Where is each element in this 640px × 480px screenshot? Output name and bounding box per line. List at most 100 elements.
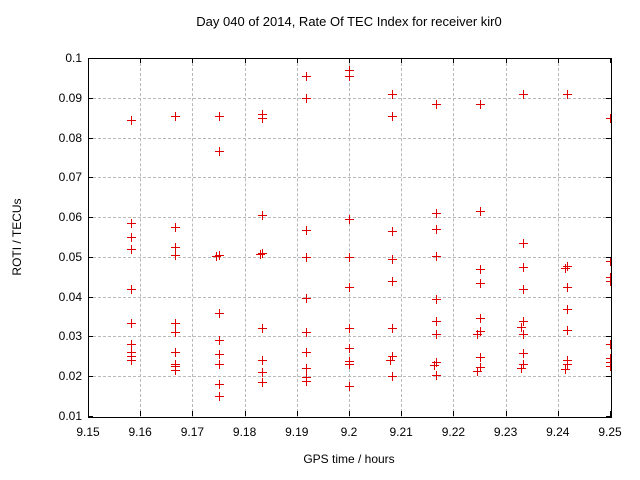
- axis-tick: [557, 411, 559, 416]
- data-point-marker: [606, 340, 611, 350]
- data-point-marker: [388, 111, 398, 121]
- data-point-marker: [301, 364, 311, 374]
- axis-tick: [606, 217, 611, 219]
- x-tick-label: 9.25: [598, 425, 622, 439]
- x-tick-label: 9.24: [546, 425, 570, 439]
- data-point-marker: [345, 343, 354, 353]
- data-point-marker: [127, 115, 137, 125]
- y-tick-label: 0.03: [58, 329, 82, 344]
- data-point-marker: [127, 233, 137, 242]
- data-point-marker: [127, 284, 137, 294]
- axis-tick: [244, 411, 246, 416]
- data-point-marker: [432, 371, 442, 381]
- data-point-marker: [518, 360, 528, 370]
- data-point-marker: [345, 252, 354, 262]
- data-point-marker: [257, 113, 267, 123]
- data-point-marker: [345, 65, 354, 75]
- axis-tick: [606, 336, 611, 338]
- data-point-marker: [345, 215, 354, 225]
- horizontal-gridline: [88, 177, 611, 179]
- y-tick-label: 0.08: [58, 130, 82, 145]
- data-point-marker: [475, 363, 485, 373]
- data-point-marker: [214, 392, 224, 402]
- data-point-marker: [388, 254, 398, 264]
- data-point-marker: [257, 211, 267, 221]
- axis-tick: [610, 411, 611, 416]
- data-point-marker: [301, 93, 311, 103]
- data-point-marker: [475, 99, 485, 109]
- y-tick-label: 0.04: [58, 289, 82, 304]
- x-tick-label: 9.19: [285, 425, 309, 439]
- axis-tick: [606, 97, 611, 99]
- data-point-marker: [171, 366, 181, 376]
- axis-tick: [140, 411, 142, 416]
- data-point-marker: [255, 249, 265, 259]
- data-point-marker: [257, 378, 267, 388]
- axis-tick: [88, 217, 93, 219]
- data-point-marker: [518, 262, 528, 272]
- axis-tick: [606, 177, 611, 179]
- data-point-marker: [562, 304, 572, 314]
- data-point-marker: [214, 147, 224, 157]
- data-point-marker: [562, 261, 572, 271]
- data-point-marker: [562, 326, 572, 336]
- plot-area: [88, 58, 611, 417]
- data-point-marker: [386, 355, 396, 365]
- data-point-marker: [388, 372, 398, 382]
- data-point-marker: [432, 295, 442, 305]
- data-point-marker: [388, 227, 398, 237]
- data-point-marker: [432, 99, 442, 109]
- data-point-marker: [473, 366, 483, 376]
- axis-tick: [606, 376, 611, 378]
- axis-tick: [192, 411, 194, 416]
- data-point-marker: [518, 238, 528, 248]
- data-point-marker: [301, 348, 311, 358]
- x-tick-label: 9.16: [128, 425, 152, 439]
- axis-tick: [140, 58, 142, 63]
- data-point-marker: [214, 111, 224, 121]
- data-point-marker: [475, 278, 485, 288]
- data-point-marker: [171, 348, 181, 358]
- axis-tick: [88, 97, 93, 99]
- plot-frame: [88, 58, 612, 418]
- axis-tick: [606, 256, 611, 258]
- data-point-marker: [257, 248, 267, 258]
- axis-tick: [88, 58, 89, 63]
- data-point-marker: [257, 368, 267, 378]
- data-point-marker: [560, 365, 570, 375]
- y-tick-label: 0.1: [65, 51, 82, 65]
- x-axis-label: GPS time / hours: [303, 452, 395, 466]
- data-point-marker: [301, 252, 311, 262]
- data-point-marker: [388, 352, 398, 362]
- data-point-marker: [171, 223, 181, 233]
- axis-tick: [88, 256, 93, 258]
- data-point-marker: [214, 336, 224, 346]
- data-point-marker: [301, 225, 311, 235]
- horizontal-gridline: [88, 336, 611, 338]
- axis-tick: [88, 376, 93, 378]
- data-point-marker: [562, 89, 572, 99]
- data-point-marker: [257, 356, 267, 366]
- vertical-gridline: [244, 58, 246, 417]
- y-tick-label: 0.07: [58, 170, 82, 185]
- data-point-marker: [214, 309, 224, 319]
- data-point-marker: [388, 323, 398, 333]
- data-point-marker: [432, 358, 442, 368]
- x-tick-label: 9.2: [340, 425, 358, 439]
- x-tick-label: 9.22: [441, 425, 466, 439]
- data-point-marker: [518, 330, 528, 340]
- data-point-marker: [473, 330, 483, 340]
- axis-tick: [88, 336, 93, 338]
- data-point-marker: [606, 276, 611, 286]
- data-point-marker: [301, 71, 311, 81]
- data-point-marker: [606, 362, 611, 372]
- data-point-marker: [475, 314, 485, 324]
- axis-tick: [296, 58, 298, 63]
- data-point-marker: [345, 382, 354, 392]
- axis-tick: [505, 58, 507, 63]
- data-point-marker: [518, 316, 528, 326]
- horizontal-gridline: [88, 137, 611, 139]
- axis-tick: [88, 411, 89, 416]
- data-point-marker: [301, 327, 311, 337]
